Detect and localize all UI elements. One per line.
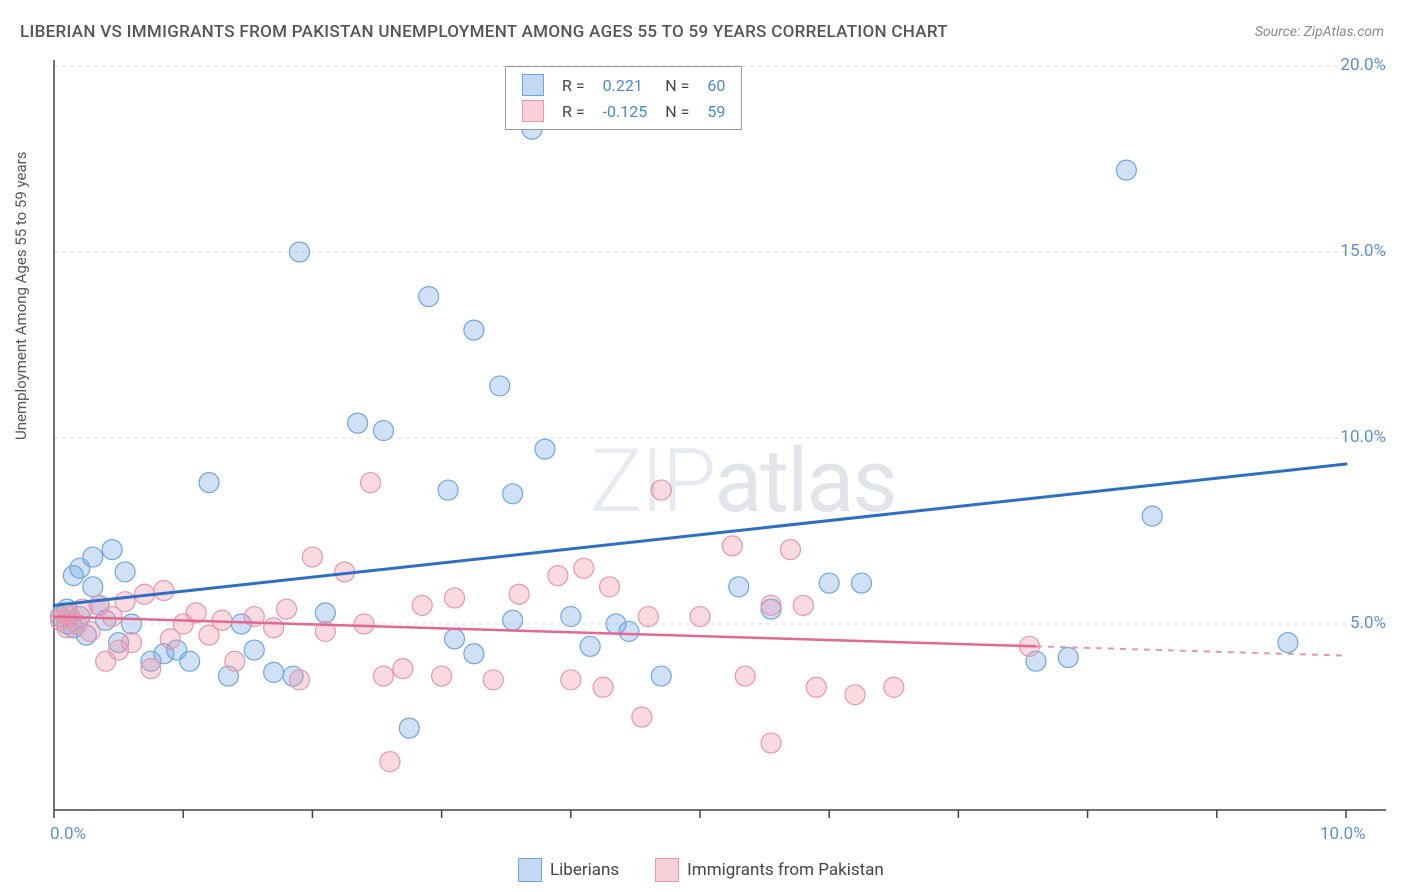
legend-correlation-box: R =0.221N =60R =-0.125N =59 [505,66,742,130]
legend-swatch [655,858,679,882]
legend-series-label: Liberians [550,860,619,880]
legend-n-label: N = [657,73,697,97]
legend-correlation-row: R =0.221N =60 [514,73,733,97]
legend-correlation-row: R =-0.125N =59 [514,99,733,123]
legend-series-item: Liberians [518,858,619,882]
chart-title: LIBERIAN VS IMMIGRANTS FROM PAKISTAN UNE… [20,22,948,42]
x-tick-label: 0.0% [50,824,86,844]
legend-r-value: -0.125 [595,99,656,123]
legend-series-item: Immigrants from Pakistan [655,858,884,882]
legend-r-value: 0.221 [595,73,656,97]
legend-n-label: N = [657,99,697,123]
y-tick-label: 15.0% [1340,241,1386,261]
legend-n-value: 60 [699,73,733,97]
y-axis-label: Unemployment Among Ages 55 to 59 years [12,152,30,440]
legend-r-label: R = [554,99,593,123]
legend-series-label: Immigrants from Pakistan [687,860,884,880]
legend-series: Liberians Immigrants from Pakistan [500,858,902,887]
x-tick-label: 10.0% [1320,824,1366,844]
legend-swatch [518,858,542,882]
legend-n-value: 59 [699,99,733,123]
y-tick-label: 20.0% [1340,55,1386,75]
legend-swatch [522,100,544,122]
y-tick-label: 10.0% [1340,427,1386,447]
chart-plot-area: ZIPatlas [50,60,1386,840]
legend-r-label: R = [554,73,593,97]
source-attribution: Source: ZipAtlas.com [1255,24,1384,40]
y-tick-label: 5.0% [1350,613,1386,633]
chart-svg [50,60,1386,840]
legend-swatch [522,74,544,96]
legend-correlation-table: R =0.221N =60R =-0.125N =59 [512,71,735,125]
